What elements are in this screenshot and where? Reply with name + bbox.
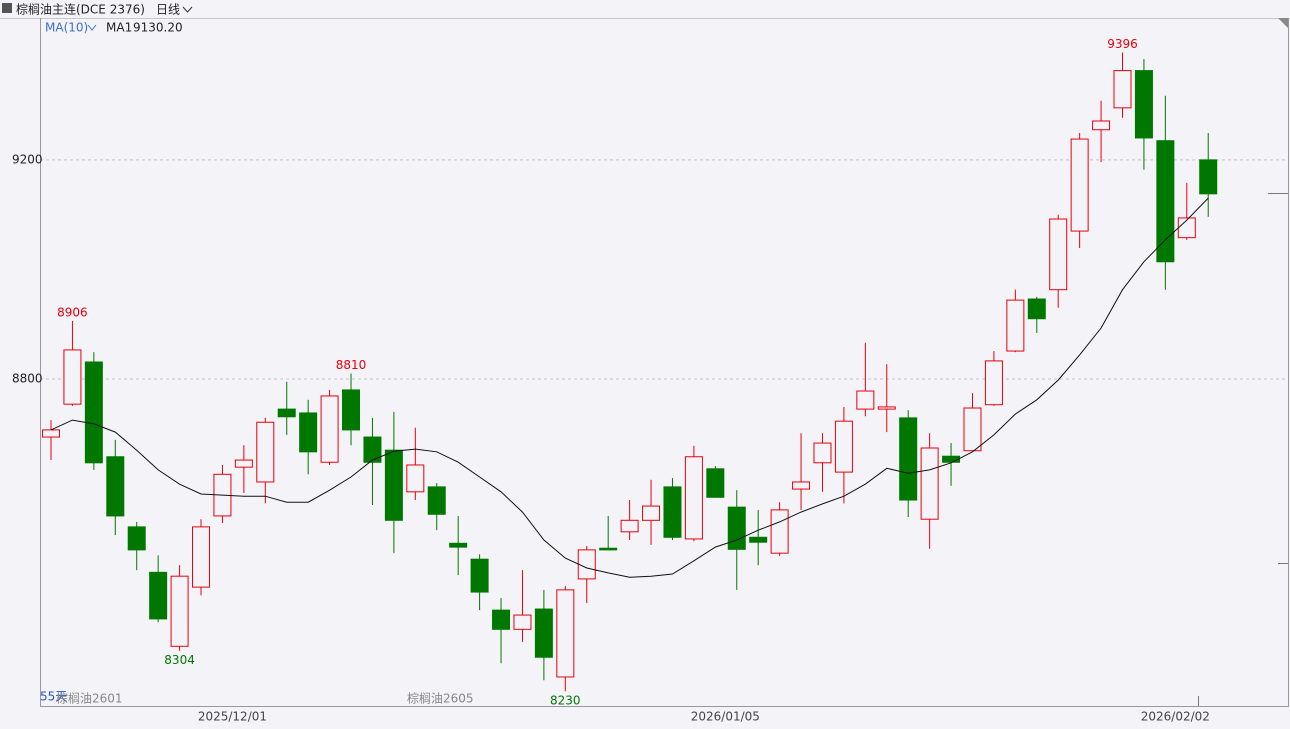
candle-body xyxy=(170,575,189,647)
candle-body xyxy=(363,436,382,463)
high-label: 8906 xyxy=(57,305,88,319)
candle-body xyxy=(427,486,446,515)
candle-body xyxy=(877,406,896,410)
candle-body xyxy=(684,456,703,540)
candle-body xyxy=(192,526,211,588)
low-label: 8304 xyxy=(164,653,195,667)
candle-body xyxy=(106,456,125,517)
candle-body xyxy=(513,614,532,630)
candle-body xyxy=(492,609,511,630)
x-tick-label: 2025/12/01 xyxy=(198,710,267,724)
candle-body xyxy=(642,505,661,521)
corner-marker xyxy=(1278,18,1288,28)
candle-body xyxy=(556,589,575,678)
ma-value: 9130.20 xyxy=(133,21,183,35)
high-label: 8810 xyxy=(336,358,367,372)
chart-title: 棕榈油主连(DCE 2376) xyxy=(16,2,145,17)
candle-body xyxy=(663,486,682,538)
candle-body xyxy=(749,536,768,543)
ma-name: MA1 xyxy=(106,21,132,35)
candle-body xyxy=(149,571,168,620)
candle-body xyxy=(920,447,939,520)
candle-body xyxy=(620,519,639,533)
x-tick-label: 2026/02/02 xyxy=(1141,710,1210,724)
candle-body xyxy=(1177,217,1196,239)
candle-body xyxy=(963,407,982,452)
y-tick-label: 9200 xyxy=(12,152,43,166)
candle-body xyxy=(577,549,596,580)
candle-body xyxy=(792,481,811,490)
candle-body xyxy=(256,421,275,483)
candle-body xyxy=(727,506,746,550)
candle-body xyxy=(1134,70,1153,139)
ma-selector[interactable]: MA(10) xyxy=(45,21,88,35)
y-tick-label: 8800 xyxy=(12,371,43,385)
candle-body xyxy=(706,468,725,498)
candle-body xyxy=(42,429,60,438)
candle-body xyxy=(813,442,832,464)
candle-body xyxy=(1113,70,1132,109)
candle-body xyxy=(63,349,82,405)
menu-icon[interactable] xyxy=(2,3,12,13)
candle-body xyxy=(899,417,918,501)
candle-body xyxy=(1070,138,1089,232)
period-chevron[interactable] xyxy=(182,6,193,13)
candle-body xyxy=(1092,120,1111,131)
candle-body xyxy=(342,389,361,431)
candle-body xyxy=(449,542,468,548)
high-label: 9396 xyxy=(1107,37,1138,51)
candle-body xyxy=(470,558,489,593)
candle-body xyxy=(834,420,853,473)
contract-label: 棕榈油2605 xyxy=(407,691,474,706)
candle-body xyxy=(406,464,425,493)
candle-body xyxy=(534,608,553,658)
candle-body xyxy=(942,455,961,463)
ma-chevron[interactable] xyxy=(87,24,97,31)
candle-body xyxy=(1156,140,1175,263)
contract-label: 棕榈油2601 xyxy=(56,691,123,706)
candle-body xyxy=(277,408,296,418)
candle-body xyxy=(1049,218,1068,291)
candle-body xyxy=(320,395,339,463)
candle-body xyxy=(1199,159,1218,195)
candle-body xyxy=(84,361,103,464)
x-tick-label: 2026/01/05 xyxy=(691,710,760,724)
period-selector[interactable]: 日线 xyxy=(156,3,180,17)
candle-body xyxy=(1027,298,1046,320)
ma-line xyxy=(50,197,1209,578)
candle-body xyxy=(299,412,318,453)
candle-body xyxy=(856,390,875,410)
day-count: 55天 xyxy=(40,690,67,704)
low-label: 8230 xyxy=(550,694,581,708)
candle-body xyxy=(599,547,618,551)
candle-body xyxy=(127,526,146,551)
candle-body xyxy=(984,360,1003,406)
candle-body xyxy=(770,509,789,554)
candle-body xyxy=(1006,299,1025,352)
candle-body xyxy=(234,459,253,468)
candle-body xyxy=(384,449,403,521)
